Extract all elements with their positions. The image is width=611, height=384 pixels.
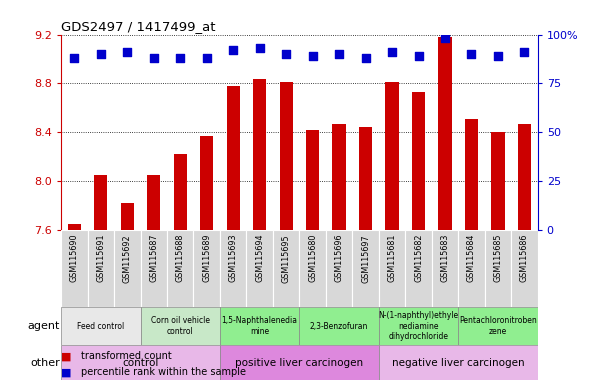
Text: agent: agent — [27, 321, 60, 331]
Point — [281, 51, 291, 57]
Bar — [246, 230, 273, 307]
Bar — [359, 127, 372, 230]
Bar — [220, 307, 299, 345]
Point — [202, 55, 211, 61]
Bar — [147, 175, 160, 230]
Text: Feed control: Feed control — [77, 321, 125, 331]
Point — [175, 55, 185, 61]
Text: Corn oil vehicle
control: Corn oil vehicle control — [151, 316, 210, 336]
Bar — [87, 230, 114, 307]
Bar — [220, 230, 246, 307]
Point — [360, 55, 370, 61]
Bar — [326, 230, 353, 307]
Text: transformed count: transformed count — [81, 351, 172, 361]
Text: GSM115697: GSM115697 — [361, 234, 370, 283]
Text: 1,5-Naphthalenedia
mine: 1,5-Naphthalenedia mine — [222, 316, 298, 336]
Bar — [511, 230, 538, 307]
Bar — [279, 82, 293, 230]
Text: positive liver carcinogen: positive liver carcinogen — [235, 358, 364, 368]
Point — [440, 35, 450, 41]
Bar — [273, 230, 299, 307]
Text: control: control — [122, 358, 159, 368]
Bar — [353, 230, 379, 307]
Bar — [332, 124, 346, 230]
Text: GSM115686: GSM115686 — [520, 234, 529, 282]
Point — [149, 55, 159, 61]
Text: GSM115695: GSM115695 — [282, 234, 291, 283]
Text: Pentachloronitroben
zene: Pentachloronitroben zene — [459, 316, 537, 336]
Text: GSM115690: GSM115690 — [70, 234, 79, 282]
Bar — [438, 37, 452, 230]
Bar — [299, 307, 379, 345]
Text: GSM115687: GSM115687 — [149, 234, 158, 282]
Text: 2,3-Benzofuran: 2,3-Benzofuran — [310, 321, 368, 331]
Point — [96, 51, 106, 57]
Bar — [379, 230, 405, 307]
Point — [467, 51, 477, 57]
Bar — [61, 307, 141, 345]
Point — [70, 55, 79, 61]
Bar — [68, 224, 81, 230]
Bar — [306, 130, 319, 230]
Point — [334, 51, 344, 57]
Bar — [141, 307, 220, 345]
Text: GSM115693: GSM115693 — [229, 234, 238, 282]
Bar — [194, 230, 220, 307]
Text: GSM115692: GSM115692 — [123, 234, 132, 283]
Bar — [465, 119, 478, 230]
Bar — [299, 230, 326, 307]
Bar — [220, 345, 379, 380]
Bar — [432, 230, 458, 307]
Bar — [61, 230, 87, 307]
Text: GSM115696: GSM115696 — [335, 234, 343, 282]
Bar — [61, 345, 220, 380]
Text: ■: ■ — [61, 367, 71, 377]
Bar — [491, 132, 505, 230]
Bar — [94, 175, 108, 230]
Text: GSM115691: GSM115691 — [97, 234, 105, 282]
Bar — [114, 230, 141, 307]
Bar — [405, 230, 432, 307]
Text: N-(1-naphthyl)ethyle
nediamine
dihydrochloride: N-(1-naphthyl)ethyle nediamine dihydroch… — [378, 311, 459, 341]
Point — [493, 53, 503, 59]
Bar — [518, 124, 531, 230]
Text: GSM115684: GSM115684 — [467, 234, 476, 282]
Text: other: other — [30, 358, 60, 368]
Bar — [485, 230, 511, 307]
Bar — [174, 154, 187, 230]
Bar — [120, 203, 134, 230]
Bar — [200, 136, 213, 230]
Point — [519, 49, 529, 55]
Point — [255, 45, 265, 51]
Bar — [141, 230, 167, 307]
Text: GSM115683: GSM115683 — [441, 234, 450, 282]
Point — [414, 53, 423, 59]
Bar — [458, 307, 538, 345]
Bar — [379, 307, 458, 345]
Bar — [386, 82, 398, 230]
Text: ■: ■ — [61, 351, 71, 361]
Text: GSM115689: GSM115689 — [202, 234, 211, 282]
Text: GSM115680: GSM115680 — [308, 234, 317, 282]
Text: GSM115682: GSM115682 — [414, 234, 423, 282]
Text: negative liver carcinogen: negative liver carcinogen — [392, 358, 525, 368]
Point — [229, 47, 238, 53]
Bar — [227, 86, 240, 230]
Point — [122, 49, 132, 55]
Text: GSM115688: GSM115688 — [176, 234, 185, 282]
Bar — [167, 230, 194, 307]
Text: percentile rank within the sample: percentile rank within the sample — [81, 367, 246, 377]
Point — [308, 53, 318, 59]
Bar — [412, 92, 425, 230]
Text: GSM115685: GSM115685 — [494, 234, 502, 282]
Bar — [458, 230, 485, 307]
Text: GSM115681: GSM115681 — [387, 234, 397, 282]
Point — [387, 49, 397, 55]
Text: GDS2497 / 1417499_at: GDS2497 / 1417499_at — [61, 20, 216, 33]
Bar — [379, 345, 538, 380]
Text: GSM115694: GSM115694 — [255, 234, 264, 282]
Bar — [253, 79, 266, 230]
